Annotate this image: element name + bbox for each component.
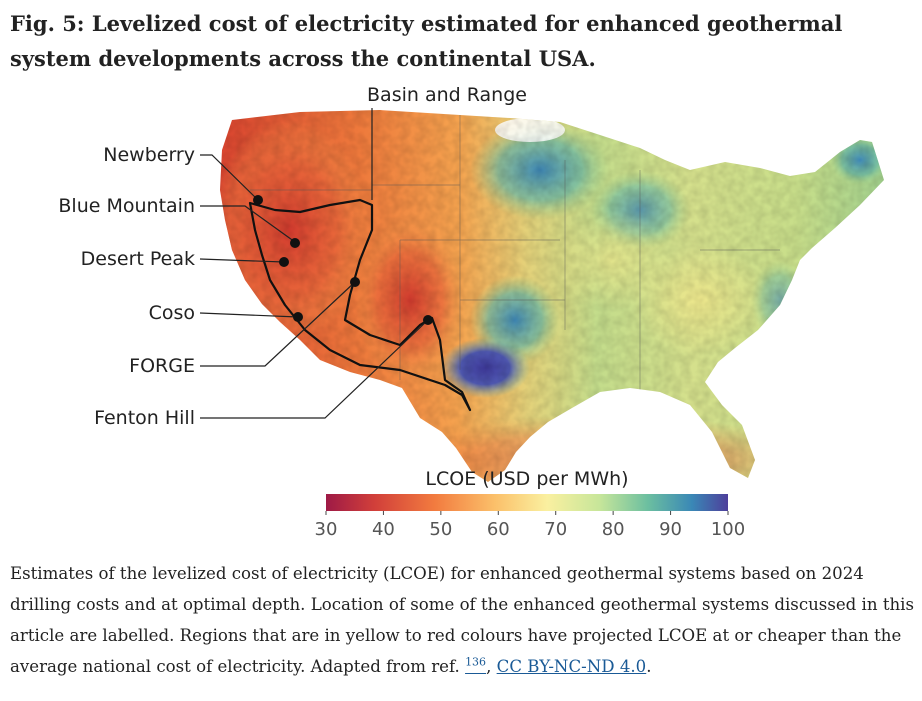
leader-line-fenton-hill [200,319,429,419]
caption-separator: , [486,657,497,676]
site-marker-newberry [253,195,263,205]
site-label-newberry: Newberry [103,144,195,166]
leader-line-blue-mountain [200,205,296,243]
site-label-coso: Coso [149,302,195,324]
reference-link[interactable]: 136 [465,655,487,669]
site-label-fenton-hill: Fenton Hill [94,407,195,429]
caption-text: Estimates of the levelized cost of elect… [10,564,915,676]
lcoe-map [220,110,884,482]
legend-tick-label: 50 [429,519,452,540]
figure-caption: Estimates of the levelized cost of elect… [10,558,915,682]
license-link[interactable]: CC BY-NC-ND 4.0 [496,657,647,676]
leader-line-desert-peak [199,258,285,263]
leader-line-coso [199,312,299,318]
legend-tick-group: 30 40 50 60 70 80 90 100 [315,511,745,540]
leader-line-forge [200,281,356,367]
site-marker-blue-mountain [290,238,300,248]
legend-tick-label: 90 [659,519,682,540]
legend-tick-label: 30 [315,519,338,540]
site-marker-forge [350,277,360,287]
site-marker-desert-peak [279,257,289,267]
legend-title: LCOE (USD per MWh) [425,468,628,490]
legend-tick-label: 70 [544,519,567,540]
site-marker-coso [293,312,303,322]
legend-colorbar [326,494,728,511]
legend-tick-label: 100 [711,519,745,540]
site-label-forge: FORGE [129,355,195,377]
legend-tick-label: 80 [602,519,625,540]
basin-and-range-outline [248,198,472,412]
legend-tick-label: 60 [487,519,510,540]
legend-tick-label: 40 [372,519,395,540]
lcoe-legend: LCOE (USD per MWh) 30 40 50 60 70 80 90 100 [315,468,746,540]
region-label-basin-and-range: Basin and Range [367,84,527,106]
caption-end: . [646,657,652,676]
site-marker-fenton-hill [423,315,433,325]
site-label-desert-peak: Desert Peak [81,248,195,270]
leader-line-newberry [200,154,259,201]
figure-title: Fig. 5: Levelized cost of electricity es… [10,11,843,71]
site-label-blue-mountain: Blue Mountain [58,195,195,217]
